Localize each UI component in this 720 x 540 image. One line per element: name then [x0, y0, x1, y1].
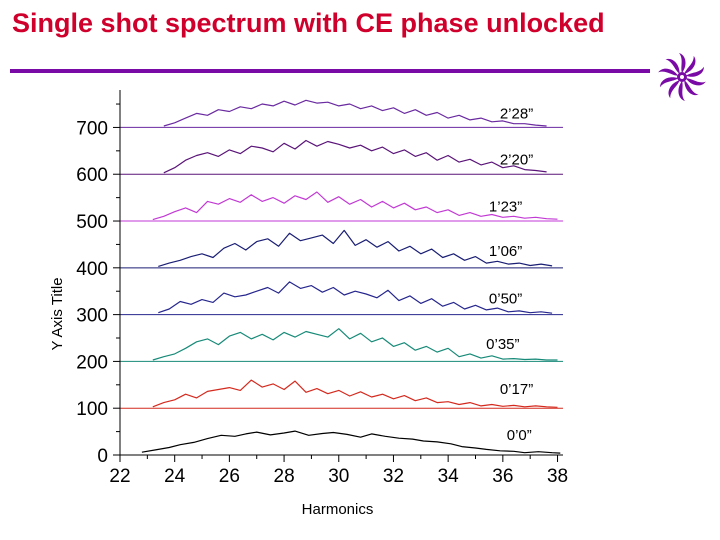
series-trace [152, 379, 558, 408]
series-label: 0’50” [489, 291, 522, 308]
y-tick-label: 300 [76, 306, 108, 327]
x-tick-label: 32 [383, 466, 404, 487]
y-tick-label: 100 [76, 399, 108, 420]
purple-flower-logo-icon [658, 53, 706, 101]
x-tick-label: 30 [328, 466, 349, 487]
x-tick-label: 38 [547, 466, 568, 487]
series-trace [158, 281, 553, 314]
series-trace [152, 191, 558, 221]
x-axis-title: Harmonics [302, 501, 374, 518]
title-rule [10, 69, 650, 73]
y-tick-label: 200 [76, 352, 108, 373]
x-tick-label: 34 [438, 466, 460, 487]
series-label: 0’35” [486, 336, 519, 353]
series-label: 1’06” [489, 243, 522, 260]
y-tick-label: 500 [76, 212, 108, 233]
x-tick-label: 22 [109, 466, 130, 487]
series-trace [152, 328, 558, 361]
x-tick-label: 24 [164, 466, 186, 487]
series-trace [163, 139, 547, 174]
y-tick-label: 0 [97, 446, 108, 467]
series-label: 0’17” [500, 381, 533, 398]
y-tick-label: 700 [76, 118, 108, 139]
slide-title: Single shot spectrum with CE phase unloc… [12, 8, 605, 38]
y-axis-title: Y Axis Title [49, 277, 66, 350]
x-tick-label: 28 [274, 466, 295, 487]
series-label: 2’28” [500, 105, 533, 122]
series-trace [158, 229, 553, 267]
series-label: 2’20” [500, 151, 533, 168]
series-trace [163, 99, 547, 127]
x-tick-label: 36 [492, 466, 513, 487]
series-label: 1’23” [489, 199, 522, 216]
series-label: 0’0” [507, 427, 532, 444]
series-trace [141, 430, 561, 454]
x-tick-label: 26 [219, 466, 240, 487]
y-tick-label: 600 [76, 165, 108, 186]
y-tick-label: 400 [76, 259, 108, 280]
